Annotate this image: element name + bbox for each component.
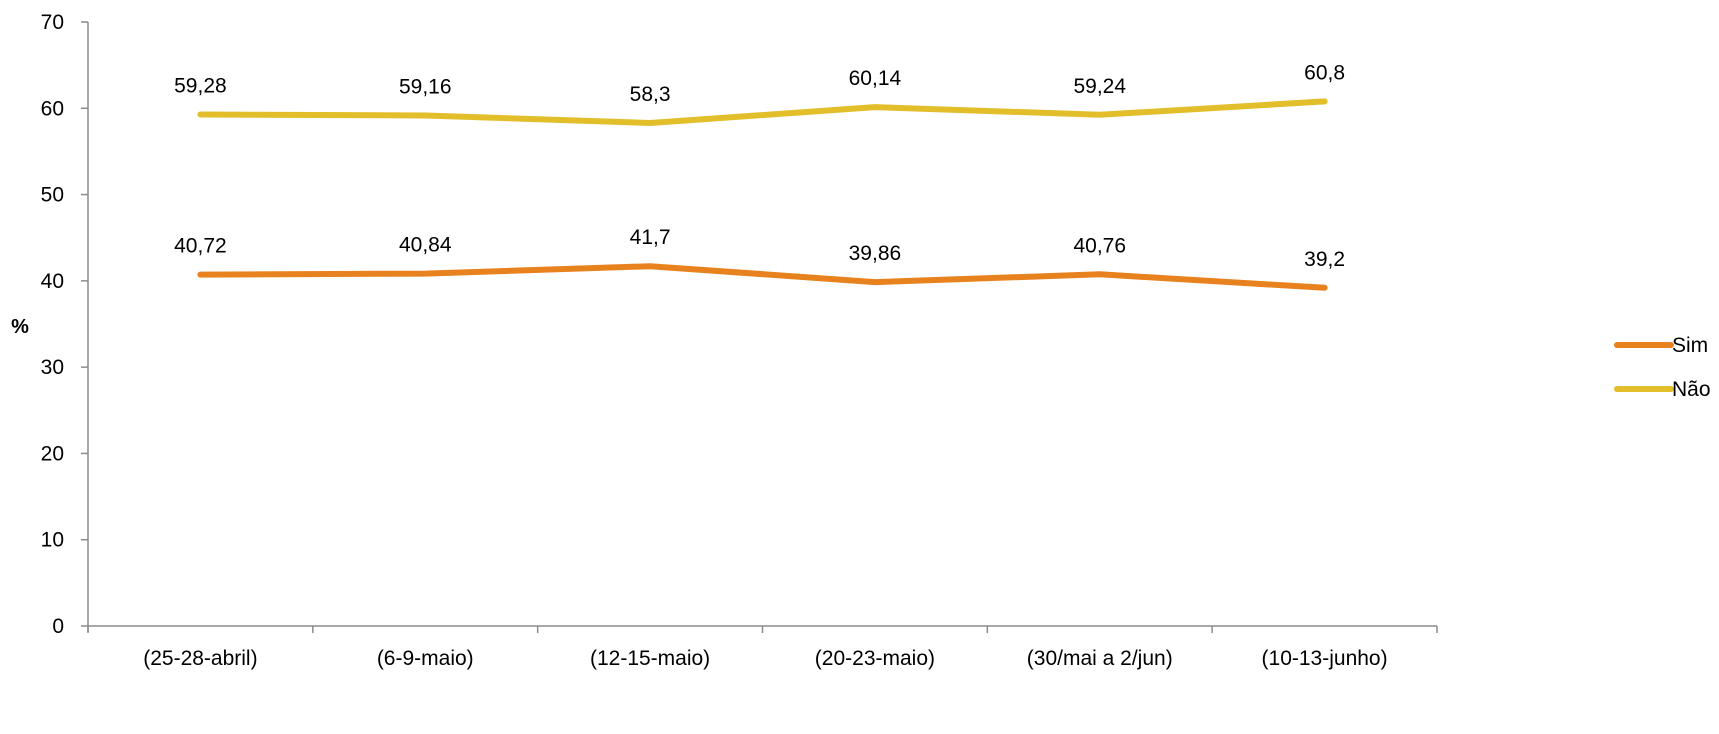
axes: 0 10 20 30 40 50 60 70 (25-28-abril) (6-9-maio) (1… xyxy=(11,11,1438,670)
y-tick-label: 20 xyxy=(41,442,64,465)
x-tick-label: (12-15-maio) xyxy=(590,647,710,670)
series-line-não xyxy=(197,98,1328,126)
series-layer xyxy=(197,98,1328,291)
data-label: 59,16 xyxy=(399,76,452,99)
data-label: 60,14 xyxy=(849,67,902,90)
y-tick-label: 60 xyxy=(41,97,64,120)
series-line-sim xyxy=(197,263,1328,291)
data-label: 39,86 xyxy=(849,242,902,265)
legend-label: Não xyxy=(1672,378,1711,401)
x-tick-label: (20-23-maio) xyxy=(815,647,935,670)
data-label: 40,76 xyxy=(1073,234,1126,257)
legend: Sim Não xyxy=(1614,334,1711,401)
data-label: 58,3 xyxy=(630,83,671,106)
y-axis-title: % xyxy=(11,316,29,338)
x-tick-label: (25-28-abril) xyxy=(143,647,257,670)
y-tick-label: 40 xyxy=(41,270,64,293)
y-tick-label: 10 xyxy=(41,529,64,552)
y-tick-label: 50 xyxy=(41,184,64,207)
y-tick-label: 0 xyxy=(52,615,64,638)
y-tick-label: 30 xyxy=(41,356,64,379)
data-label: 41,7 xyxy=(630,226,671,249)
data-label: 39,2 xyxy=(1304,248,1345,271)
data-labels: 40,72 40,84 41,7 39,86 40,76 39,2 59,28 59,16 58… xyxy=(174,61,1345,270)
x-tick-label: (30/mai a 2/jun) xyxy=(1027,647,1173,670)
data-label: 40,84 xyxy=(399,234,452,257)
data-label: 60,8 xyxy=(1304,61,1345,84)
data-label: 59,28 xyxy=(174,74,227,97)
data-label: 59,24 xyxy=(1073,75,1126,98)
x-tick-label: (10-13-junho) xyxy=(1262,647,1388,670)
x-tick-label: (6-9-maio) xyxy=(377,647,474,670)
legend-label: Sim xyxy=(1672,334,1708,357)
y-tick-label: 70 xyxy=(41,11,64,34)
data-label: 40,72 xyxy=(174,235,227,258)
